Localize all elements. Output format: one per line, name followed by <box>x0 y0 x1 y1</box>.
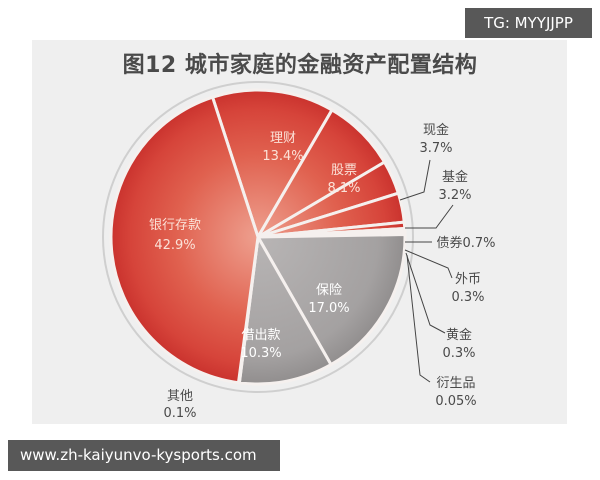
label-xianjin-name: 现金 <box>423 122 449 138</box>
label-yinhang-pct: 42.9% <box>154 238 195 253</box>
outer-ring <box>102 81 414 393</box>
pie-slice-0 <box>211 88 334 239</box>
label-qita-name: 其他 <box>167 389 193 404</box>
label-licai-name: 理财 <box>270 131 296 146</box>
label-baoxian-pct: 17.0% <box>308 301 349 316</box>
chart-title: 图12 城市家庭的金融资产配置结构 <box>122 53 478 78</box>
label-yanshengpin-pct: 0.05% <box>435 394 476 409</box>
leader-lines <box>399 159 454 383</box>
label-jijin-name: 基金 <box>442 169 468 185</box>
label-gupiao-pct: 8.1% <box>327 181 360 196</box>
pie-slice-9 <box>237 235 333 386</box>
label-licai-pct: 13.4% <box>262 149 303 164</box>
pie-slice-8 <box>256 233 407 367</box>
label-huangjin-pct: 0.3% <box>442 346 475 361</box>
watermark-top-badge: TG: MYYJJPP <box>465 8 592 38</box>
label-jiechukuan-name: 借出款 <box>241 328 280 343</box>
label-waibi-name: 外币 <box>455 272 481 287</box>
watermark-url-badge: www.zh-kaiyunvo-kysports.com <box>8 440 280 471</box>
label-gupiao-name: 股票 <box>331 163 357 178</box>
label-qita-pct: 0.1% <box>163 406 196 421</box>
label-baoxian-name: 保险 <box>316 283 342 298</box>
label-yanshengpin-name: 衍生品 <box>436 376 475 391</box>
label-zhaiquan: 债券0.7% <box>436 235 495 251</box>
label-yinhang-name: 银行存款 <box>149 218 201 233</box>
label-jijin-pct: 3.2% <box>438 188 471 203</box>
label-huangjin-name: 黄金 <box>446 327 472 343</box>
label-xianjin-pct: 3.7% <box>419 141 452 156</box>
pie-slice-11 <box>109 95 260 385</box>
pie-slices <box>109 88 407 386</box>
label-waibi-pct: 0.3% <box>451 290 484 305</box>
label-jiechukuan-pct: 10.3% <box>240 346 281 361</box>
